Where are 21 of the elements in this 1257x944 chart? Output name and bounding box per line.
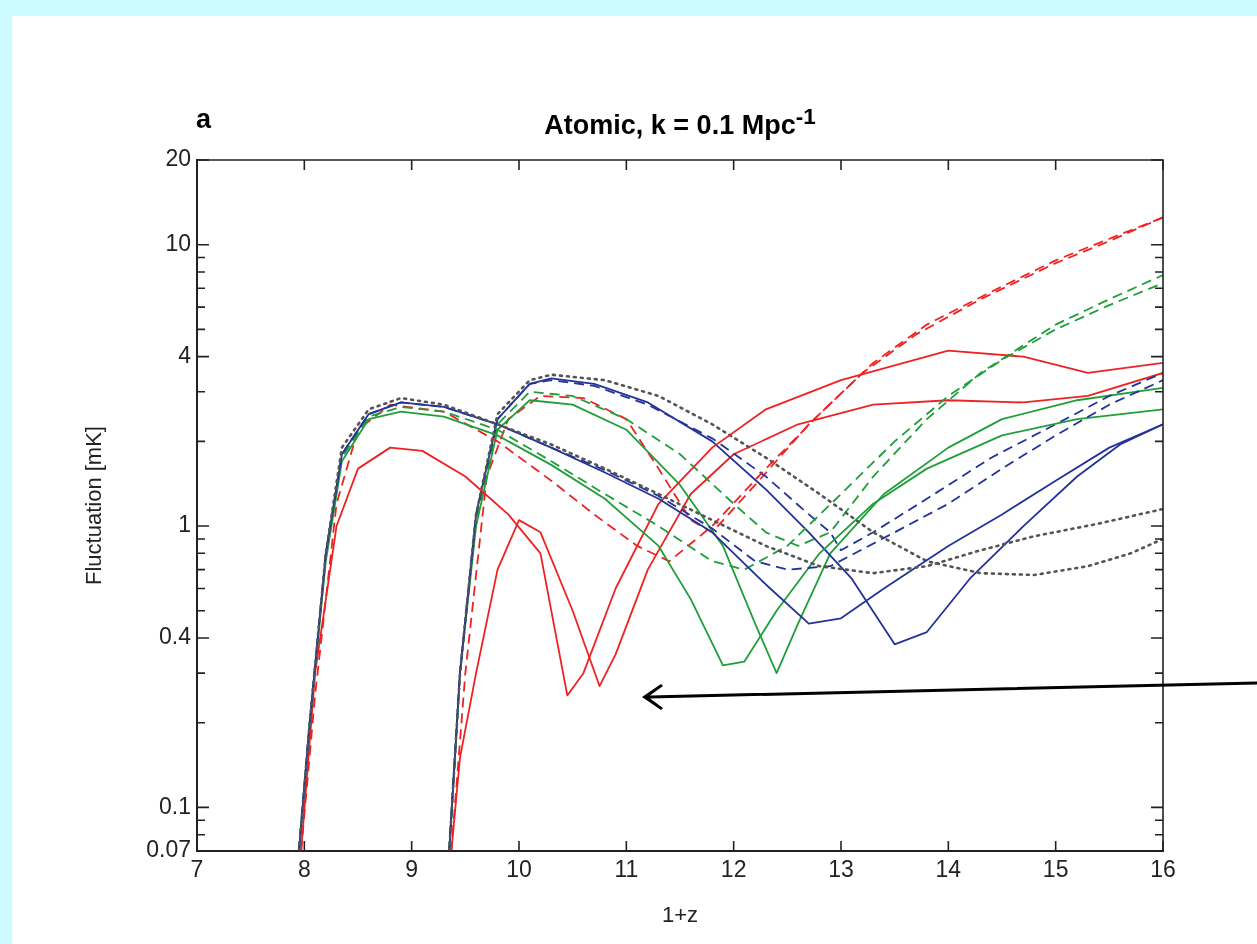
y-axis-title: Fluctuation [mK] [81,426,107,585]
x-tick-label: 7 [190,856,204,883]
y-tick-label: 10 [165,230,191,257]
y-tick-label: 4 [178,342,192,369]
y-tick-label: 1 [178,511,191,538]
x-tick-label: 16 [1150,856,1176,883]
y-tick-label: 0.07 [146,836,191,863]
y-tick-label: 20 [165,145,191,172]
x-axis-title: 1+z [661,901,699,927]
x-tick-label: 9 [405,856,419,883]
chart-title: Atomic, k = 0.1 Mpc$^{-1}$ [544,104,816,140]
text: a [196,104,212,135]
x-tick-label: 11 [614,856,639,883]
x-tick-label: 10 [506,856,532,883]
x-tick-label: 14 [935,856,962,883]
x-tick-label: 8 [297,856,311,883]
x-tick-label: 13 [828,856,854,883]
x-tick-label: 12 [720,856,747,883]
y-tick-label: 0.4 [159,623,192,650]
y-tick-label: 0.1 [159,792,191,819]
x-tick-label: 15 [1042,856,1069,883]
